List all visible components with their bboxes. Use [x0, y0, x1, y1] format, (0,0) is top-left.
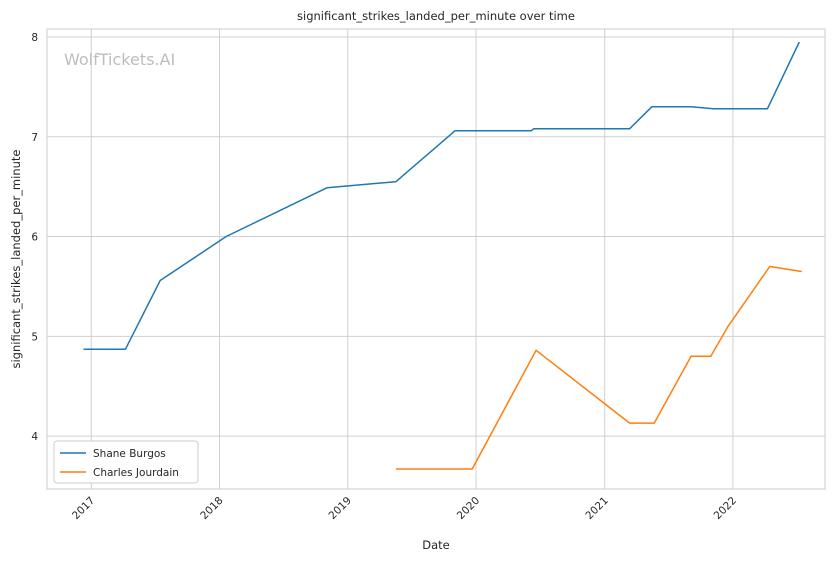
series-line-charles-jourdain	[395, 265, 802, 470]
x-tick-label: 2017	[70, 495, 97, 522]
y-tick-labels: 4 5 6 7 8	[31, 32, 38, 443]
x-tick-labels: 2017 2018 2019 2020 2021 2022	[70, 495, 739, 522]
plot-frame	[46, 28, 826, 490]
y-tick-label: 6	[31, 232, 38, 244]
grid	[47, 29, 825, 489]
x-axis-label: Date	[422, 538, 450, 552]
legend-label-charles-jourdain: Charles Jourdain	[93, 467, 179, 479]
watermark: WolfTickets.AI	[64, 50, 175, 69]
chart-title: significant_strikes_landed_per_minute ov…	[297, 9, 575, 23]
x-tick-label: 2021	[583, 495, 610, 522]
y-tick-label: 7	[31, 132, 38, 144]
y-tick-label: 8	[31, 32, 38, 44]
legend: Shane Burgos Charles Jourdain	[53, 440, 199, 484]
y-tick-label: 4	[31, 431, 38, 443]
y-tick-label: 5	[31, 331, 38, 343]
y-axis-label: significant_strikes_landed_per_minute	[9, 150, 23, 369]
legend-box	[53, 440, 199, 484]
legend-label-shane-burgos: Shane Burgos	[93, 448, 166, 460]
series-lines	[83, 41, 802, 470]
x-tick-label: 2019	[327, 495, 354, 522]
series-line-shane-burgos	[83, 41, 800, 351]
x-tick-label: 2018	[198, 495, 225, 522]
x-tick-label: 2020	[455, 495, 482, 522]
x-tick-label: 2022	[712, 495, 739, 522]
